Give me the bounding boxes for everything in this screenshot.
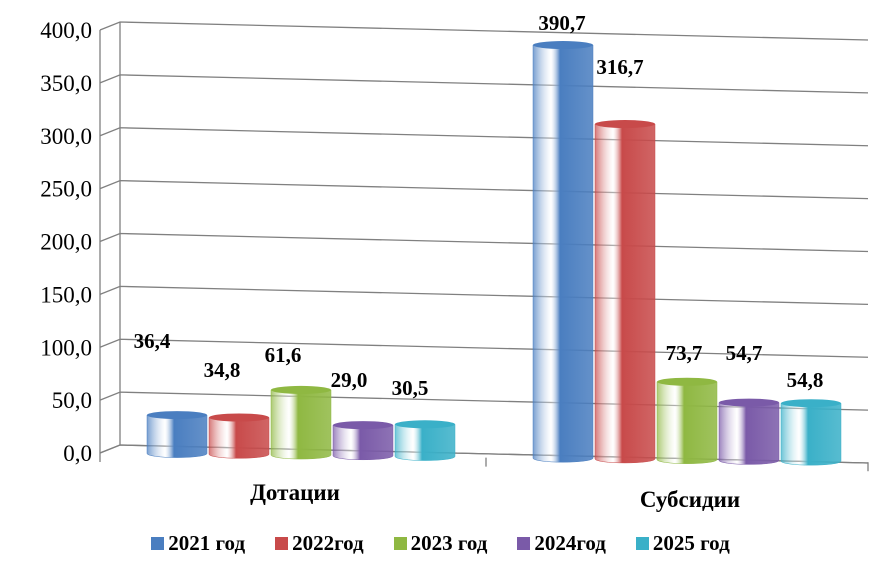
legend-item: 2025 год [635, 531, 730, 556]
bar [208, 417, 270, 459]
gridline [99, 74, 869, 94]
y-tick-label: 200,0 [40, 230, 92, 255]
bar-chart: 0,0 50,0 100,0 150,0 200,0 250,0 300,0 350,0 400… [40, 11, 869, 512]
bar [146, 414, 208, 458]
bar [718, 402, 780, 465]
bar-cap [719, 398, 779, 407]
bar-cap [657, 377, 717, 386]
gridline [99, 127, 869, 147]
bar-cap [781, 399, 841, 408]
grid [99, 21, 869, 464]
y-tick-label: 300,0 [40, 124, 92, 149]
data-label: 61,6 [265, 343, 302, 367]
data-label: 34,8 [204, 358, 241, 382]
legend-swatch [635, 537, 649, 550]
axes: 0,0 50,0 100,0 150,0 200,0 250,0 300,0 350,0 400… [40, 18, 869, 512]
legend-item: 2021 год [151, 531, 245, 556]
y-tick-label: 0,0 [63, 441, 92, 466]
legend-label: 2025 год [652, 531, 730, 555]
bar-cap [333, 421, 393, 430]
bar-cap [595, 120, 655, 129]
data-label: 54,8 [787, 368, 824, 392]
gridline [99, 285, 869, 306]
bar-cap [395, 420, 455, 429]
y-tick-label: 400,0 [40, 18, 92, 43]
gridline [99, 179, 869, 200]
bar [532, 44, 594, 463]
legend-label: 2021 год [168, 531, 246, 555]
legend-label: 2022год [292, 531, 364, 555]
data-label: 54,7 [726, 341, 763, 365]
bar-cap [209, 413, 269, 422]
bar [594, 123, 656, 464]
data-label: 73,7 [666, 341, 703, 365]
bar-cap [533, 41, 593, 50]
gridline [99, 232, 869, 253]
legend-swatch [517, 537, 531, 550]
legend-swatch [151, 537, 165, 550]
y-tick-label: 150,0 [40, 282, 92, 307]
legend-label: 2023 год [410, 531, 488, 555]
legend-item: 2022год [275, 531, 364, 556]
y-tick-label: 100,0 [40, 335, 92, 360]
legend-item: 2024год [517, 531, 606, 556]
y-tick-label: 50,0 [52, 388, 92, 413]
legend-swatch [275, 537, 289, 550]
legend-label: 2024год [534, 531, 606, 555]
category-label: Дотации [250, 480, 340, 505]
bar [394, 424, 456, 461]
data-label: 36,4 [134, 329, 171, 353]
category-label: Субсидии [640, 487, 740, 512]
legend-item: 2023 год [393, 531, 488, 556]
legend-swatch [393, 537, 407, 550]
bars [146, 41, 842, 466]
bar [780, 402, 842, 466]
bar [656, 381, 718, 464]
bar [270, 389, 332, 460]
data-label: 316,7 [596, 55, 643, 79]
data-labels: 36,4 390,7 34,8 316,7 61,6 73,7 29,0 54,7 30,5 54… [134, 11, 824, 400]
legend: 2021 год 2022год 2023 год 2024год 2025 год [0, 531, 881, 556]
y-tick-label: 250,0 [40, 177, 92, 202]
bar [332, 424, 394, 461]
gridline [99, 21, 869, 41]
data-label: 30,5 [392, 376, 429, 400]
bar-cap [271, 385, 331, 394]
y-tick-label: 350,0 [40, 71, 92, 96]
bar-cap [147, 411, 207, 420]
data-label: 390,7 [538, 11, 585, 35]
data-label: 29,0 [331, 368, 368, 392]
